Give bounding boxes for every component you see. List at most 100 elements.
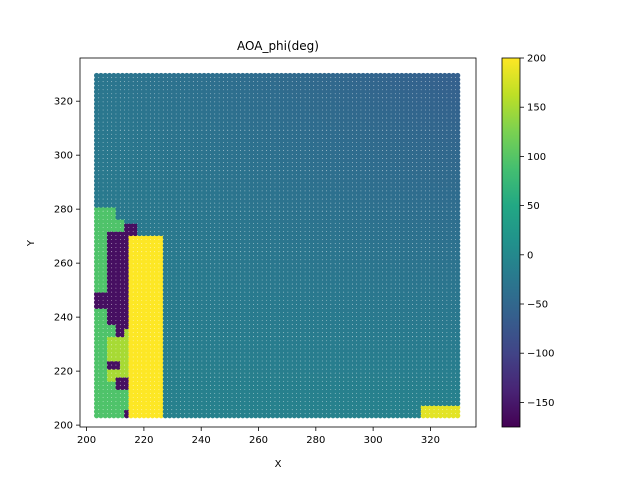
data-point — [330, 368, 336, 374]
data-point — [313, 384, 319, 390]
data-point — [145, 384, 151, 390]
data-point — [240, 408, 246, 415]
data-point — [93, 408, 100, 415]
data-point — [265, 408, 272, 415]
data-point — [184, 396, 190, 403]
data-point — [205, 408, 212, 415]
data-point — [390, 388, 396, 395]
data-point — [360, 404, 366, 411]
data-point — [321, 413, 328, 419]
data-point — [197, 396, 203, 403]
data-point — [111, 384, 117, 390]
data-point — [149, 404, 156, 411]
data-point — [317, 380, 323, 386]
data-point — [304, 392, 310, 399]
data-point — [145, 396, 151, 403]
data-point — [175, 364, 181, 370]
data-point — [442, 392, 448, 399]
data-point — [455, 384, 461, 390]
data-point — [403, 396, 409, 403]
data-point — [420, 408, 426, 415]
data-point — [390, 408, 396, 415]
data-point — [214, 368, 220, 374]
data-point — [420, 396, 426, 403]
data-point — [98, 384, 104, 390]
data-point — [446, 368, 452, 374]
data-point — [399, 408, 405, 415]
data-point — [119, 388, 126, 395]
data-point — [98, 376, 104, 382]
data-point — [450, 384, 457, 390]
data-point — [149, 408, 156, 415]
data-point — [403, 408, 409, 415]
data-point — [93, 404, 100, 411]
data-point — [343, 388, 349, 395]
data-point — [218, 413, 224, 419]
data-point — [437, 413, 444, 419]
data-point — [343, 404, 349, 411]
data-point — [111, 413, 117, 419]
data-point — [416, 380, 422, 386]
data-point — [291, 380, 297, 386]
data-point — [119, 380, 126, 386]
data-point — [270, 404, 276, 411]
data-point — [227, 384, 233, 390]
data-point — [291, 376, 297, 382]
data-point — [416, 392, 422, 399]
data-point — [429, 376, 435, 382]
data-point — [197, 404, 203, 411]
data-point — [222, 372, 229, 378]
data-point — [154, 368, 160, 374]
data-point — [154, 388, 160, 395]
data-point — [394, 404, 401, 411]
data-point — [141, 388, 147, 395]
data-point — [390, 384, 396, 390]
data-point — [334, 392, 340, 399]
data-point — [420, 388, 426, 395]
data-point — [214, 392, 220, 399]
data-point — [106, 364, 113, 370]
data-point — [179, 388, 186, 395]
data-point — [111, 396, 117, 403]
data-point — [429, 388, 435, 395]
data-point — [257, 380, 263, 386]
data-point — [214, 413, 220, 419]
data-point — [295, 380, 302, 386]
data-point — [184, 376, 190, 382]
data-point — [231, 413, 237, 419]
data-point — [369, 368, 375, 374]
data-point — [446, 396, 452, 403]
data-point — [399, 392, 405, 399]
data-point — [308, 388, 315, 395]
data-point — [210, 408, 216, 415]
data-point — [179, 368, 186, 374]
data-point — [295, 392, 302, 399]
data-point — [270, 376, 276, 382]
data-point — [179, 392, 186, 399]
data-point — [261, 400, 267, 407]
data-point — [248, 380, 255, 386]
data-point — [154, 376, 160, 382]
data-point — [304, 404, 310, 411]
data-point — [252, 388, 259, 395]
data-point — [188, 413, 194, 419]
data-point — [192, 396, 199, 403]
data-point — [136, 413, 143, 419]
data-point — [240, 392, 246, 399]
data-point — [175, 400, 181, 407]
data-point — [128, 396, 134, 403]
data-point — [399, 413, 405, 419]
data-point — [403, 400, 409, 407]
data-point — [278, 413, 285, 419]
data-point — [119, 400, 126, 407]
data-point — [244, 368, 250, 374]
data-point — [231, 404, 237, 411]
data-point — [381, 396, 388, 403]
data-point — [442, 368, 448, 374]
data-point — [149, 396, 156, 403]
data-point — [171, 384, 177, 390]
data-point — [381, 380, 388, 386]
data-point — [424, 380, 431, 386]
data-point — [175, 408, 181, 415]
data-point — [424, 404, 431, 411]
